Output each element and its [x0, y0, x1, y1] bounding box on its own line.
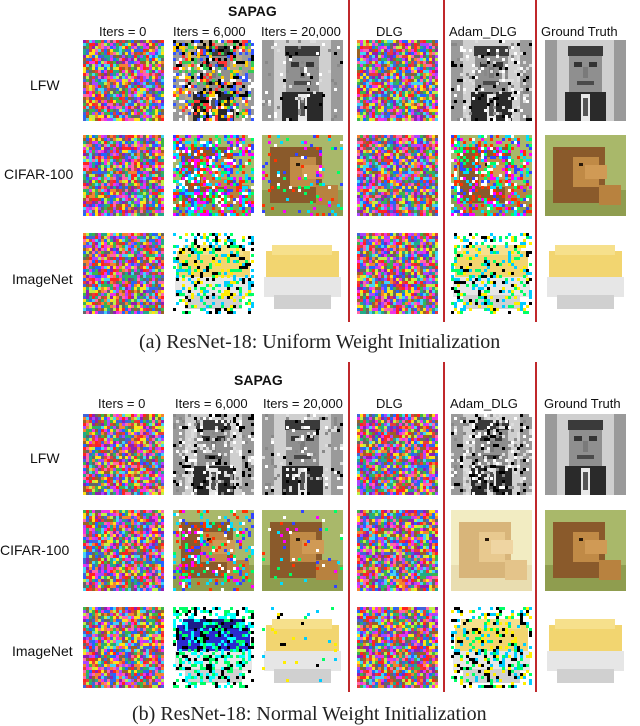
image-noise — [357, 135, 438, 216]
column-header-iters-6000: Iters = 6,000 — [175, 396, 248, 411]
image-noise — [83, 40, 164, 121]
image-noise — [83, 607, 164, 688]
image-noise — [357, 607, 438, 688]
image-bowl-reconstruction — [451, 607, 532, 688]
image-ground-truth-face — [545, 414, 626, 495]
column-header-adam-dlg: Adam_DLG — [450, 396, 518, 411]
image-noise — [357, 233, 438, 314]
column-header-iters-0: Iters = 0 — [99, 24, 147, 39]
row-label-lfw: LFW — [30, 450, 60, 466]
column-header-iters-6000: Iters = 6,000 — [173, 24, 246, 39]
column-header-dlg: DLG — [376, 24, 403, 39]
image-lion-reconstruction — [262, 135, 343, 216]
separator-line — [348, 362, 350, 692]
image-ground-truth-lion — [545, 135, 626, 216]
image-face-reconstruction — [173, 414, 254, 495]
sapag-group-title: SAPAG — [228, 3, 277, 19]
separator-line — [443, 0, 445, 322]
image-face-reconstruction — [262, 414, 343, 495]
image-noise — [357, 40, 438, 121]
image-noise — [83, 135, 164, 216]
figure-panel-a: SAPAG Iters = 0 Iters = 6,000 Iters = 20… — [0, 0, 640, 362]
image-noise — [357, 510, 438, 591]
figure-panel-b: SAPAG Iters = 0 Iters = 6,000 Iters = 20… — [0, 362, 640, 725]
separator-line — [535, 0, 537, 322]
figure-caption: (b) ResNet-18: Normal Weight Initializat… — [132, 703, 487, 725]
image-noisy-lion-reconstruction — [173, 510, 254, 591]
row-label-lfw: LFW — [30, 77, 60, 93]
column-header-iters-20000: Iters = 20,000 — [263, 396, 343, 411]
separator-line — [348, 0, 350, 322]
image-ground-truth-face — [545, 40, 626, 121]
image-ground-truth-lion — [545, 510, 626, 591]
image-lion-reconstruction — [451, 510, 532, 591]
image-face-reconstruction — [262, 40, 343, 121]
image-bowl-reconstruction — [262, 233, 343, 314]
image-noise — [357, 414, 438, 495]
column-header-iters-20000: Iters = 20,000 — [261, 24, 341, 39]
image-noisy-face-reconstruction — [173, 40, 254, 121]
image-bowl-reconstruction — [173, 233, 254, 314]
figure-caption: (a) ResNet-18: Uniform Weight Initializa… — [139, 331, 501, 353]
image-bowl-reconstruction — [173, 607, 254, 688]
image-face-reconstruction — [451, 40, 532, 121]
image-bowl-reconstruction — [262, 607, 343, 688]
column-header-iters-0: Iters = 0 — [98, 396, 146, 411]
row-label-imagenet: ImageNet — [12, 643, 73, 659]
image-noisy-lion-reconstruction — [173, 135, 254, 216]
row-label-cifar-100: CIFAR-100 — [0, 542, 70, 558]
column-header-adam-dlg: Adam_DLG — [449, 24, 517, 39]
row-label-cifar-100: CIFAR-100 — [4, 166, 74, 182]
image-noise — [83, 414, 164, 495]
column-header-dlg: DLG — [376, 396, 403, 411]
image-lion-reconstruction — [262, 510, 343, 591]
sapag-group-title: SAPAG — [234, 372, 283, 388]
image-noisy-lion-reconstruction — [451, 135, 532, 216]
separator-line — [535, 362, 537, 692]
image-ground-truth-bowl — [545, 607, 626, 688]
image-ground-truth-bowl — [545, 233, 626, 314]
separator-line — [443, 362, 445, 692]
image-noise — [83, 233, 164, 314]
column-header-ground-truth: Ground Truth — [544, 396, 621, 411]
image-noise — [83, 510, 164, 591]
image-face-reconstruction — [451, 414, 532, 495]
row-label-imagenet: ImageNet — [12, 271, 73, 287]
column-header-ground-truth: Ground Truth — [541, 24, 618, 39]
image-bowl-reconstruction — [451, 233, 532, 314]
